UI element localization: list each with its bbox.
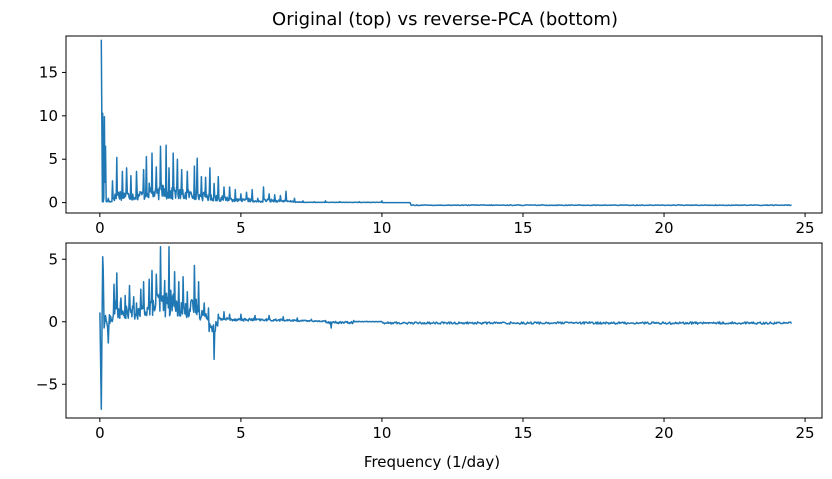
- top-series-line: [100, 39, 792, 207]
- top-x-tick-label: 25: [796, 219, 815, 237]
- top-y-tick-label: 10: [39, 107, 58, 125]
- bottom-axes-frame: [65, 242, 823, 419]
- bottom-subplot: 0 5 10 15 20 25 −5 0 5: [36, 242, 823, 442]
- top-x-tick-label: 15: [513, 219, 532, 237]
- top-plot-area: [100, 39, 792, 207]
- top-axes-frame: [65, 35, 823, 214]
- top-y-tick-label: 0: [48, 194, 58, 212]
- bottom-x-tick-label: 25: [796, 424, 815, 442]
- bottom-axis-ticks: 0 5 10 15 20 25 −5 0 5: [36, 250, 815, 442]
- bottom-y-tick-label: 0: [48, 313, 58, 331]
- bottom-x-tick-label: 10: [372, 424, 391, 442]
- top-x-tick-label: 10: [372, 219, 391, 237]
- bottom-x-tick-label: 0: [95, 424, 105, 442]
- bottom-y-tick-label: −5: [36, 375, 58, 393]
- top-axis-ticks: 0 5 10 15 20 25 0 5 10 15: [39, 63, 815, 237]
- top-y-tick-label: 5: [48, 150, 58, 168]
- top-y-tick-label: 15: [39, 63, 58, 81]
- chart-title: Original (top) vs reverse-PCA (bottom): [272, 9, 618, 30]
- bottom-x-tick-label: 15: [513, 424, 532, 442]
- top-x-tick-label: 20: [654, 219, 673, 237]
- top-subplot: 0 5 10 15 20 25 0 5 10 15: [39, 35, 823, 237]
- top-x-tick-label: 0: [95, 219, 105, 237]
- bottom-plot-area: [99, 246, 792, 411]
- top-x-tick-label: 5: [236, 219, 246, 237]
- x-axis-label: Frequency (1/day): [364, 453, 500, 471]
- bottom-x-tick-label: 20: [654, 424, 673, 442]
- bottom-x-tick-label: 5: [236, 424, 246, 442]
- bottom-series-line: [99, 246, 792, 411]
- bottom-y-tick-label: 5: [48, 250, 58, 268]
